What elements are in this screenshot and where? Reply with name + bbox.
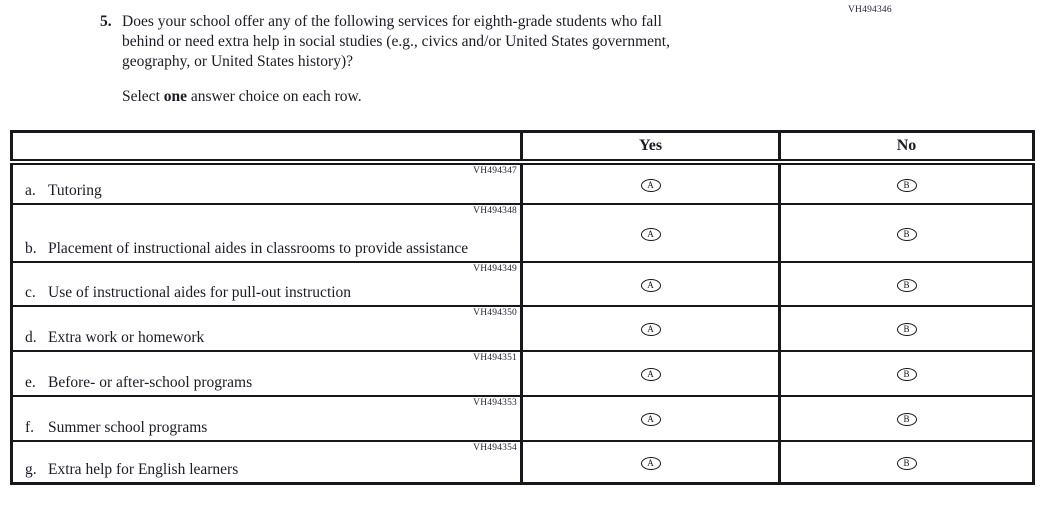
row-label: Tutoring xyxy=(48,181,102,199)
instruction-suffix: answer choice on each row. xyxy=(187,88,362,105)
row-letter: a. xyxy=(25,181,36,199)
yes-cell-row-e: A xyxy=(520,349,781,397)
row-item-code: VH494347 xyxy=(473,165,517,176)
row-label-cell: VH494348 b. Placement of instructional ai… xyxy=(10,202,523,263)
row-label-cell: VH494351 e. Before- or after-school progr… xyxy=(10,349,523,397)
answer-bubble-yes[interactable]: A xyxy=(640,413,661,426)
answer-bubble-no[interactable]: B xyxy=(896,178,917,192)
column-header-no: No xyxy=(778,130,1035,165)
row-label-cell: VH494350 d. Extra work or homework xyxy=(10,304,523,352)
answer-bubble-no[interactable]: B xyxy=(896,278,917,292)
answer-bubble-no[interactable]: B xyxy=(896,323,917,336)
answer-bubble-no[interactable]: B xyxy=(896,456,917,470)
yes-cell-row-b: A xyxy=(520,202,781,263)
table-row-e: VH494351 e. Before- or after-school progr… xyxy=(10,349,1035,397)
no-cell-row-d: B xyxy=(778,304,1035,352)
answer-bubble-yes[interactable]: A xyxy=(640,456,661,470)
row-item-code: VH494350 xyxy=(473,307,517,318)
yes-cell-row-g: A xyxy=(520,439,781,485)
table-row-d: VH494350 d. Extra work or homework A B xyxy=(10,304,1035,352)
answer-bubble-no[interactable]: B xyxy=(896,227,917,241)
table-row-f: VH494353 f. Summer school programs A B xyxy=(10,394,1035,442)
yes-cell-row-a: A xyxy=(520,160,781,205)
row-label-column-header xyxy=(10,130,523,165)
row-label-cell: VH494354 g. Extra help for English learne… xyxy=(10,439,523,485)
row-label: Extra work or homework xyxy=(48,328,205,346)
yes-cell-row-c: A xyxy=(520,260,781,307)
row-label-cell: VH494349 c. Use of instructional aides fo… xyxy=(10,260,523,307)
no-cell-row-c: B xyxy=(778,260,1035,307)
row-label: Summer school programs xyxy=(48,418,208,436)
row-label: Placement of instructional aides in clas… xyxy=(48,239,469,257)
row-label-cell: VH494347 a. Tutoring xyxy=(10,160,523,205)
table-row-g: VH494354 g. Extra help for English learne… xyxy=(10,439,1035,485)
instruction-bold-word: one xyxy=(163,88,187,105)
answer-bubble-yes[interactable]: A xyxy=(640,323,661,336)
row-item-code: VH494351 xyxy=(473,352,517,363)
row-letter: c. xyxy=(25,283,36,301)
row-letter: d. xyxy=(25,328,37,346)
instruction-prefix: Select xyxy=(122,88,164,105)
column-header-yes: Yes xyxy=(520,130,781,165)
answer-grid: Yes No VH494347 a. Tutoring A B VH494348 … xyxy=(10,130,1035,485)
question-block: 5. Does your school offer any of the fol… xyxy=(100,12,882,72)
yes-cell-row-d: A xyxy=(520,304,781,352)
row-label-cell: VH494353 f. Summer school programs xyxy=(10,394,523,442)
row-letter: f. xyxy=(25,418,35,436)
table-row-a: VH494347 a. Tutoring A B xyxy=(10,160,1035,205)
answer-bubble-no[interactable]: B xyxy=(896,413,917,426)
row-label: Use of instructional aides for pull-out … xyxy=(48,283,352,301)
answer-bubble-no[interactable]: B xyxy=(896,368,917,381)
no-cell-row-b: B xyxy=(778,202,1035,263)
table-row-b: VH494348 b. Placement of instructional ai… xyxy=(10,202,1035,263)
row-letter: e. xyxy=(25,373,36,391)
answer-bubble-yes[interactable]: A xyxy=(640,278,661,292)
question-number: 5. xyxy=(100,13,112,30)
no-cell-row-e: B xyxy=(778,349,1035,397)
row-label: Before- or after-school programs xyxy=(48,373,253,391)
table-row-c: VH494349 c. Use of instructional aides fo… xyxy=(10,260,1035,307)
answer-bubble-yes[interactable]: A xyxy=(640,178,661,192)
no-cell-row-f: B xyxy=(778,394,1035,442)
answer-bubble-yes[interactable]: A xyxy=(640,227,661,241)
question-instruction: Select one answer choice on each row. xyxy=(122,87,362,107)
answer-bubble-yes[interactable]: A xyxy=(640,368,661,381)
row-item-code: VH494353 xyxy=(473,397,517,408)
row-item-code: VH494349 xyxy=(473,263,517,274)
no-cell-row-g: B xyxy=(778,439,1035,485)
row-letter: b. xyxy=(25,239,37,257)
yes-cell-row-f: A xyxy=(520,394,781,442)
row-item-code: VH494354 xyxy=(473,442,517,453)
form-item-code: VH494346 xyxy=(848,5,892,15)
no-cell-row-a: B xyxy=(778,160,1035,205)
header-row: Yes No xyxy=(10,130,1035,165)
row-item-code: VH494348 xyxy=(473,205,517,216)
row-label: Extra help for English learners xyxy=(48,461,239,478)
row-letter: g. xyxy=(25,461,37,478)
question-text: Does your school offer any of the follow… xyxy=(122,13,670,70)
